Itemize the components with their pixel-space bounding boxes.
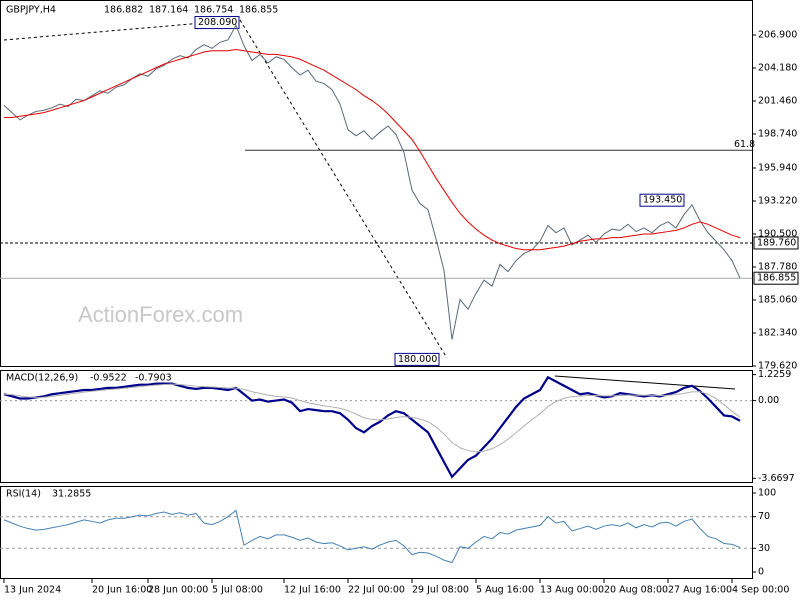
series-line (3, 24, 741, 340)
y-tick-label: 195.940 (758, 162, 797, 173)
y-tick-label: 0 (758, 567, 764, 578)
x-tick-label: 20 Aug 08:00 (604, 585, 668, 596)
y-tick-label: 179.620 (758, 361, 797, 372)
macd-panel (0, 370, 753, 483)
x-tick-label: 13 Jun 2024 (4, 585, 61, 596)
y-tick-label: 30 (758, 543, 770, 554)
x-tick-label: 28 Jun 00:00 (148, 585, 208, 596)
y-tick-label: 182.340 (758, 327, 797, 338)
level-label: 186.855 (757, 273, 796, 284)
y-tick-label: 100 (758, 488, 776, 499)
series-line (4, 49, 741, 251)
y-tick-label: 201.460 (758, 96, 797, 107)
level-box (753, 236, 799, 250)
y-tick-label: 204.180 (758, 63, 797, 74)
readout: 186.855 (239, 5, 278, 16)
readout: 31.2855 (52, 489, 91, 500)
fib-label: 61.8 (734, 139, 755, 150)
rsi-title: RSI(14) (6, 489, 41, 500)
annotation-box (394, 352, 440, 366)
x-tick-label: 5 Jul 08:00 (212, 585, 263, 596)
x-tick-label: 12 Jul 16:00 (284, 585, 341, 596)
annotation-box (639, 193, 685, 207)
y-tick-label: -3.6697 (758, 473, 795, 484)
trend-line (239, 19, 448, 359)
readout: -0.7903 (135, 373, 172, 384)
y-tick-label: 187.780 (758, 261, 797, 272)
price-panel (0, 0, 753, 367)
readout: 187.164 (149, 5, 188, 16)
rsi-panel (0, 486, 753, 579)
x-tick-label: 4 Sep 00:00 (732, 585, 789, 596)
y-tick-label: 70 (758, 511, 770, 522)
y-tick-label: 206.900 (758, 30, 797, 41)
x-tick-label: 5 Aug 16:00 (476, 585, 534, 596)
macd-title: MACD(12,26,9) (6, 373, 78, 384)
readout: 186.882 (104, 5, 143, 16)
y-tick-label: 193.220 (758, 195, 797, 206)
y-tick-label: 0.00 (758, 395, 779, 406)
annotation-label: 180.000 (398, 354, 437, 365)
readout: 186.754 (194, 5, 233, 16)
annotation-label: 208.090 (198, 17, 237, 28)
watermark: ActionForex.com (78, 302, 243, 327)
series-line (3, 383, 741, 453)
annotation-box (194, 16, 240, 30)
x-tick-label: 29 Jul 08:00 (412, 585, 469, 596)
level-label: 189.760 (757, 237, 796, 248)
x-tick-label: 20 Jun 16:00 (92, 585, 152, 596)
level-box (753, 271, 799, 285)
price-title: GBPJPY,H4 (6, 5, 56, 16)
x-tick-label: 27 Aug 16:00 (668, 585, 732, 596)
readout: -0.9522 (90, 373, 127, 384)
y-tick-label: 190.500 (758, 228, 797, 239)
y-tick-label: 198.740 (758, 129, 797, 140)
series-line (3, 375, 741, 479)
y-tick-label: 185.060 (758, 294, 797, 305)
macd-trend-line (554, 375, 736, 390)
x-tick-label: 13 Aug 00:00 (540, 585, 604, 596)
series-line (3, 509, 741, 564)
x-tick-label: 22 Jul 00:00 (348, 585, 405, 596)
annotation-label: 193.450 (643, 195, 682, 206)
y-tick-label: 1.2259 (758, 369, 791, 380)
